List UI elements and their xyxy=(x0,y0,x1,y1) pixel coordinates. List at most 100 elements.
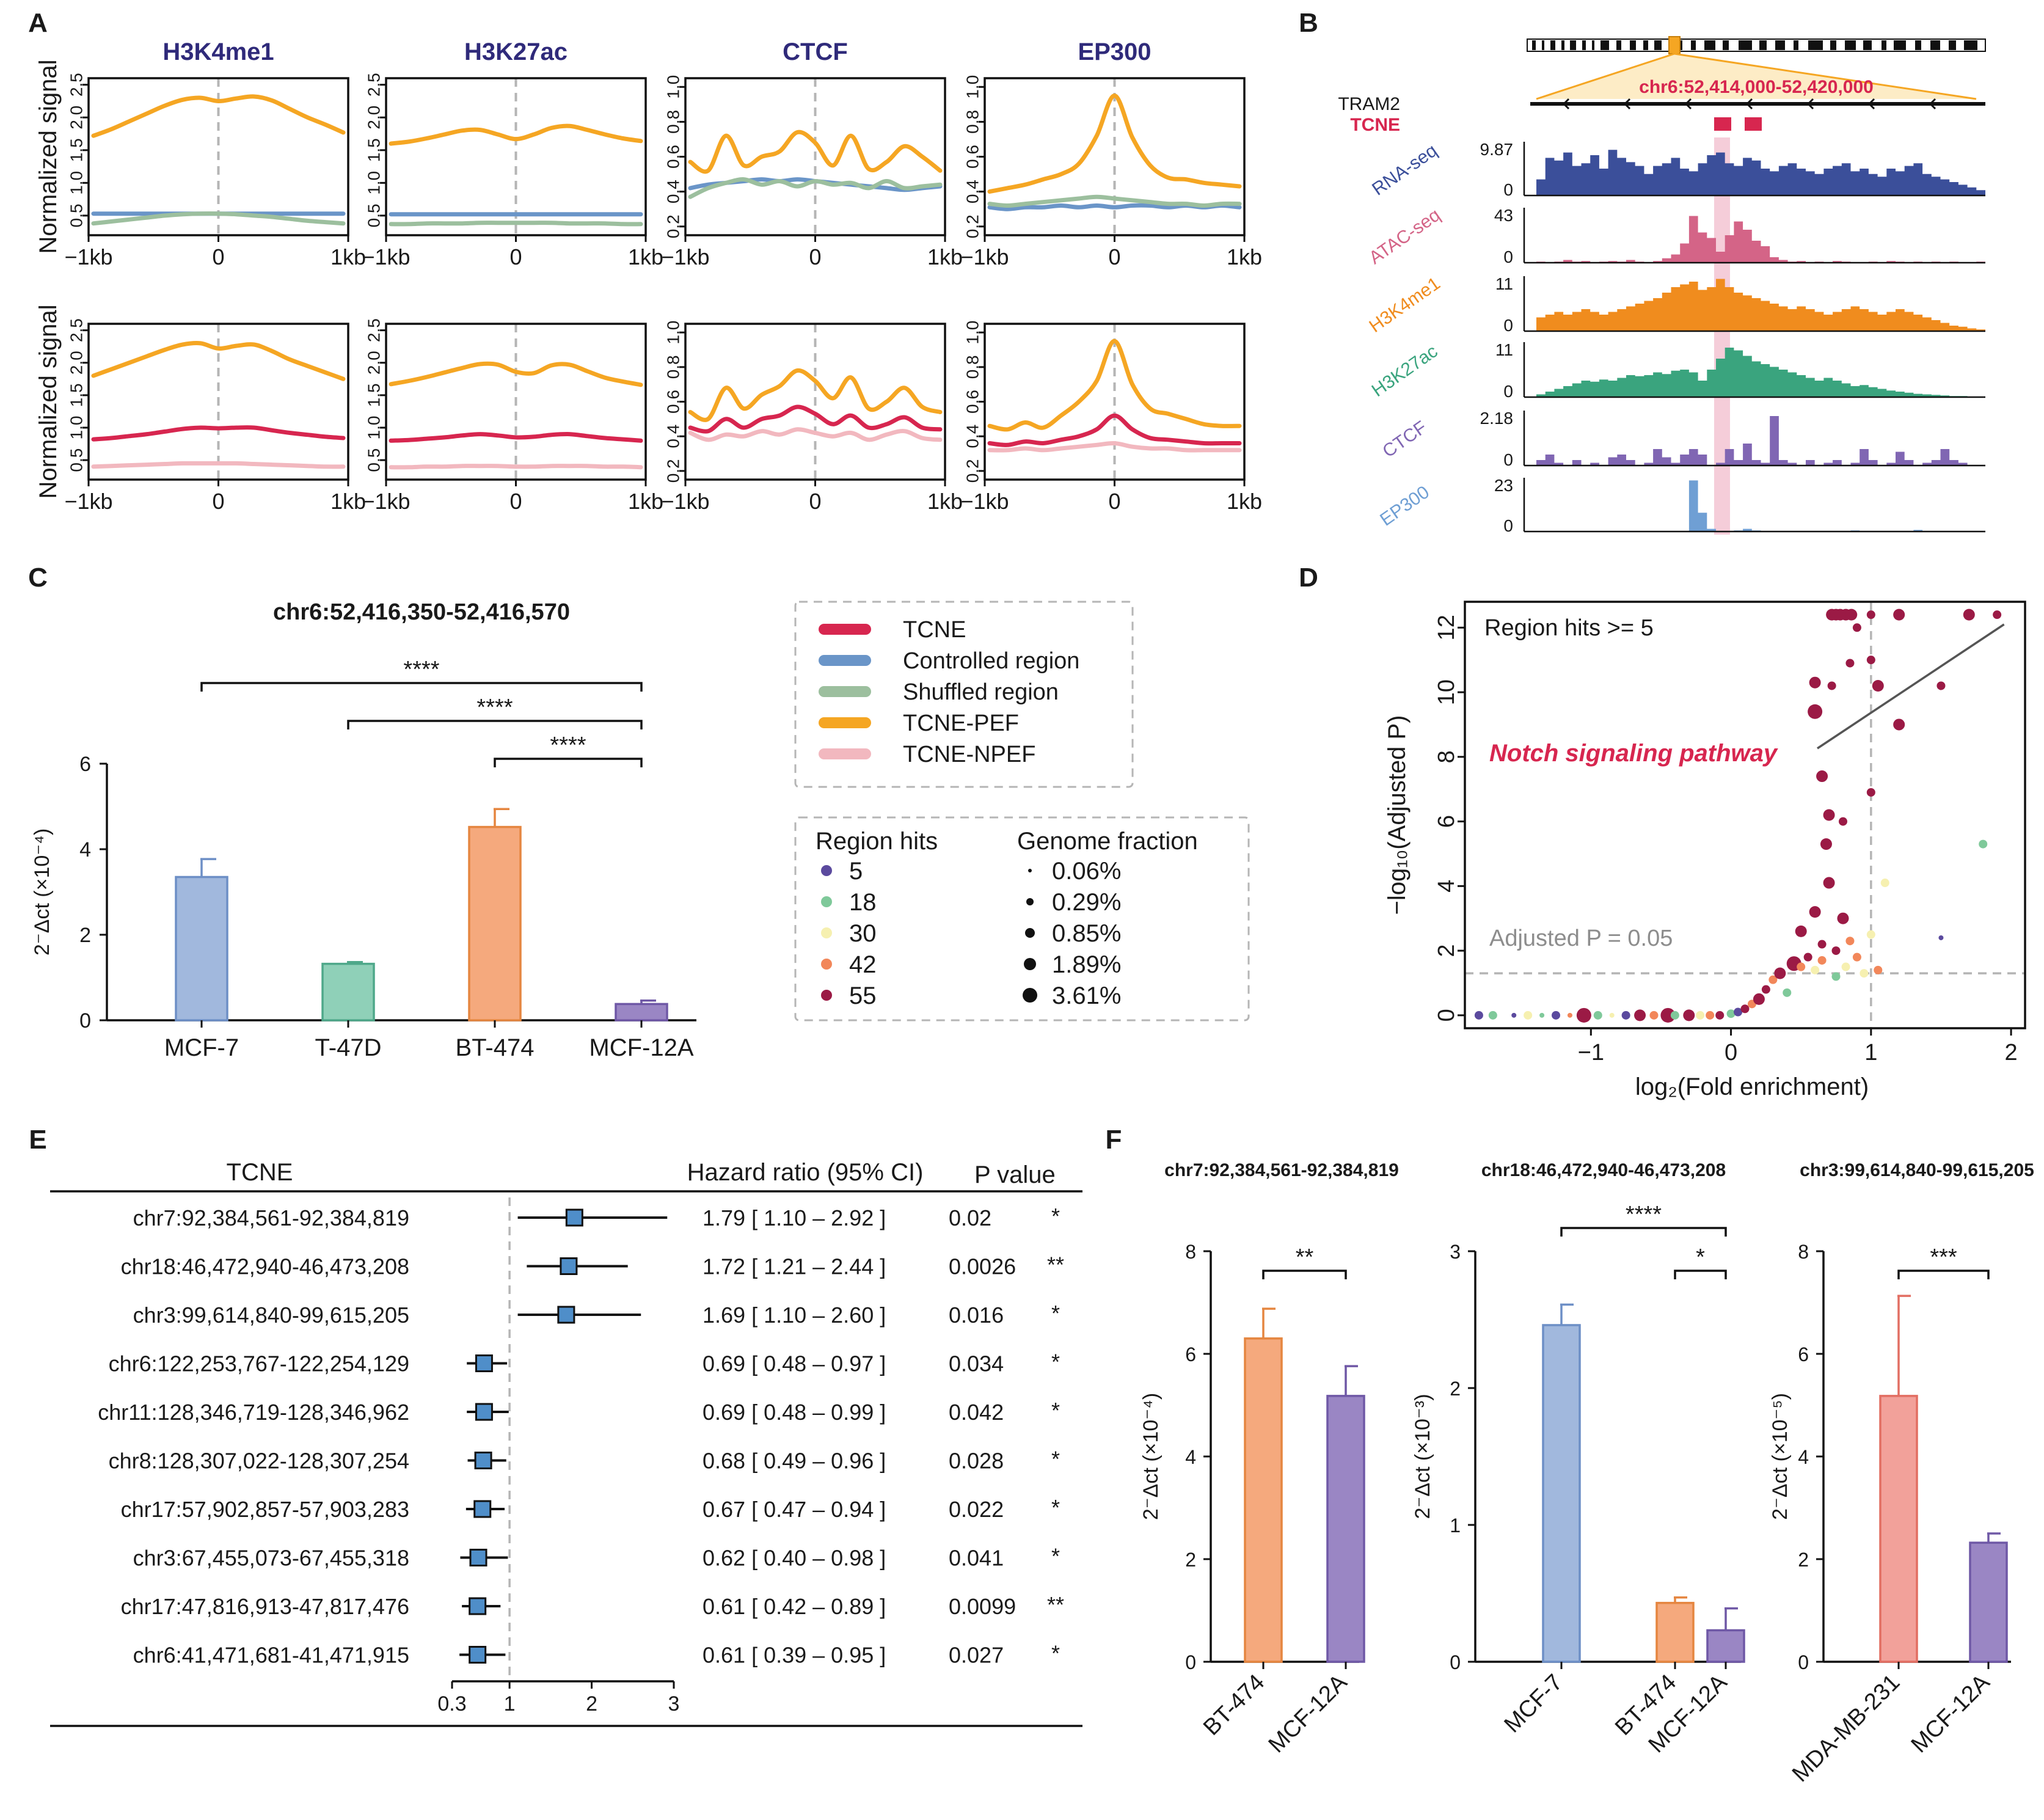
significance-label: **** xyxy=(403,657,439,682)
track-max: 43 xyxy=(1494,206,1513,225)
scatter-point xyxy=(1938,935,1944,940)
hr-text: 0.67 [ 0.47 – 0.94 ] xyxy=(703,1497,886,1522)
significance-mark: * xyxy=(1051,1204,1060,1229)
track-name: CTCF xyxy=(1379,417,1430,462)
y-tick-label: 0.2 xyxy=(963,459,982,483)
y-tick-label: 4 xyxy=(1434,880,1459,893)
scatter-point xyxy=(1783,988,1792,997)
strand-arrow xyxy=(1806,98,1814,110)
forest-row: chr3:99,614,840-99,615,205 1.69 [ 1.10 – … xyxy=(133,1301,1060,1328)
significance-label: **** xyxy=(1626,1202,1662,1227)
x-tick-label: 1 xyxy=(504,1692,516,1716)
scatter-point xyxy=(1837,912,1849,924)
legend-box xyxy=(794,816,1250,1021)
legend-title: Region hits xyxy=(816,828,938,855)
x-tick-label: T-47D xyxy=(315,1034,382,1061)
scatter-point xyxy=(1866,788,1875,797)
y-tick-label: 6 xyxy=(1798,1343,1809,1365)
strand-arrow xyxy=(1929,98,1936,110)
panel-label-E: E xyxy=(29,1125,46,1155)
y-tick-label: 0 xyxy=(1798,1651,1809,1673)
y-tick-label: 0.4 xyxy=(663,425,682,448)
locus-marker xyxy=(1668,36,1681,54)
hr-marker xyxy=(469,1549,487,1566)
series-line-tcne xyxy=(987,413,1242,447)
profile-ylabel-bottom: Normalized signal xyxy=(35,305,62,499)
significance-mark: * xyxy=(1051,1544,1060,1569)
scatter-point xyxy=(1715,1011,1725,1020)
scatter-point xyxy=(1683,1009,1695,1021)
series-line-tcne-pef xyxy=(91,94,346,138)
series-line-tcne xyxy=(91,425,346,442)
significance-bracket xyxy=(494,758,643,767)
column-header: P value xyxy=(974,1161,1056,1188)
panel-label-D: D xyxy=(1299,563,1318,593)
x-tick-label: 0 xyxy=(509,244,522,269)
x-tick-label: 0 xyxy=(809,244,821,269)
bar-bt-474 xyxy=(468,825,522,1021)
scatter-point xyxy=(1936,681,1946,690)
y-tick-label: 1.5 xyxy=(364,383,383,407)
y-tick-label: 1.0 xyxy=(663,75,682,99)
ideogram-band xyxy=(1882,40,1886,50)
hr-marker xyxy=(475,1354,493,1372)
ideogram-band xyxy=(1964,40,1977,50)
track-max: 23 xyxy=(1494,476,1513,495)
y-tick-label: 0.4 xyxy=(963,180,982,203)
scatter-point xyxy=(1797,962,1806,971)
forest-row: chr8:128,307,022-128,307,254 0.68 [ 0.49 … xyxy=(109,1447,1060,1474)
series-line-tcne-pef xyxy=(389,123,643,146)
significance-label: * xyxy=(1696,1244,1705,1270)
legend-entry: 42 xyxy=(849,951,877,978)
panel-label-C: C xyxy=(28,563,48,593)
series-line-tcne-pef xyxy=(389,361,643,387)
track-signal xyxy=(1536,480,1985,532)
strand-arrow xyxy=(1562,98,1570,110)
scatter-point xyxy=(1609,1012,1615,1018)
x-tick-label: MCF-7 xyxy=(164,1034,239,1061)
bar-mda-mb-231 xyxy=(1879,1395,1918,1663)
x-tick-label: 0 xyxy=(1108,244,1120,269)
y-tick-label: 0.8 xyxy=(663,110,682,134)
y-tick-label: 0 xyxy=(79,1009,91,1032)
significance-mark: * xyxy=(1051,1641,1060,1666)
x-tick-label: 2 xyxy=(586,1692,597,1716)
p-value: 0.027 xyxy=(949,1643,1004,1668)
bar-mcf-7 xyxy=(1542,1324,1581,1663)
chart-title: chr6:52,416,350-52,416,570 xyxy=(273,599,570,625)
legend-box xyxy=(794,601,1134,788)
y-tick-label: 1.0 xyxy=(364,416,383,440)
scatter-point xyxy=(1880,879,1889,888)
y-tick-label: 0.6 xyxy=(963,145,982,169)
x-tick-label: 0 xyxy=(212,489,224,514)
scatter-point xyxy=(1845,608,1858,621)
legend-entry: TCNE xyxy=(903,617,966,643)
x-tick-label: 1kb xyxy=(330,244,366,269)
track-signal xyxy=(1536,416,1985,466)
chart-title: chr7:92,384,561-92,384,819 xyxy=(1164,1160,1399,1180)
significance-bracket xyxy=(1674,1270,1727,1279)
scatter-point xyxy=(1823,877,1835,889)
y-tick-label: 1.0 xyxy=(364,171,383,195)
y-tick-label: 0 xyxy=(1450,1651,1461,1673)
ideogram-band xyxy=(1794,40,1798,50)
p-value: 0.042 xyxy=(949,1400,1004,1425)
hits-dot xyxy=(821,927,832,938)
significance-mark: ** xyxy=(1047,1252,1064,1277)
series-line-shuffled-region xyxy=(987,194,1242,208)
ideogram-band xyxy=(1894,40,1906,50)
scatter-point xyxy=(1726,1009,1736,1018)
track-signal xyxy=(1536,348,1985,397)
qpcr-bar-chart-c: chr6:52,416,350-52,416,570 0 2 4 6 2⁻Δct (×10… xyxy=(31,599,696,1061)
panel-label-A: A xyxy=(28,8,48,38)
legend-entry: Controlled region xyxy=(903,648,1079,674)
qpcr-bar-chart-f3: chr3:99,614,840-99,615,205 0 2 4 6 8 2⁻Δct (×1… xyxy=(1768,1160,2034,1787)
y-tick-label: 1.0 xyxy=(663,321,682,345)
series-legend: TCNE Controlled region Shuffled region TCNE… xyxy=(794,601,1134,788)
forest-row: chr3:67,455,073-67,455,318 0.62 [ 0.40 – … xyxy=(133,1544,1060,1571)
y-tick-label: 0.2 xyxy=(663,459,682,483)
strand-arrow xyxy=(1867,98,1875,110)
ideogram-band xyxy=(1654,40,1662,50)
hits-dot xyxy=(821,959,832,970)
significance-label: **** xyxy=(550,733,586,758)
